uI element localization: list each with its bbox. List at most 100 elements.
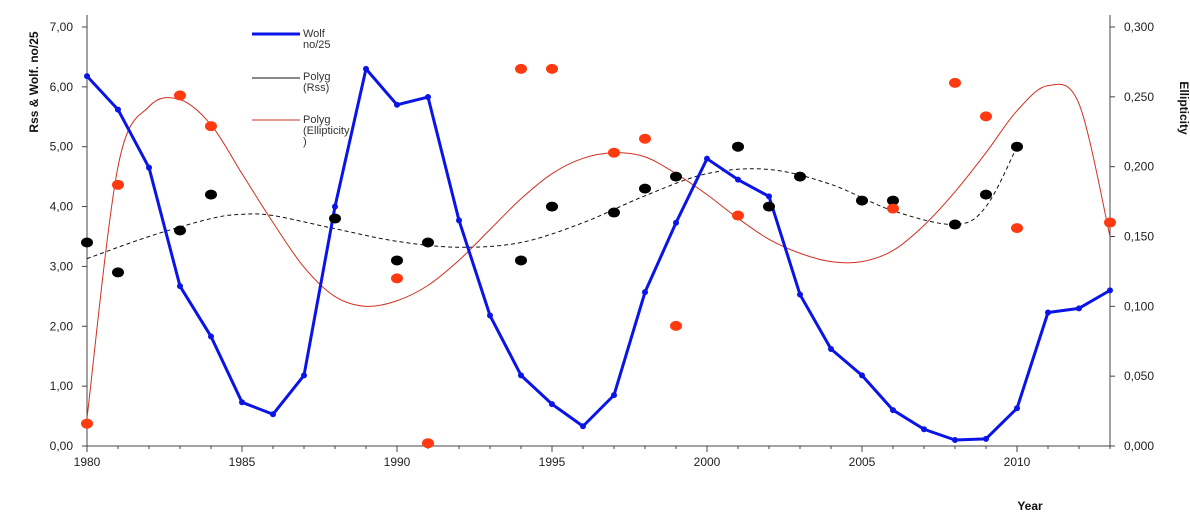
wolf-point — [549, 401, 555, 408]
wolf-point — [208, 333, 214, 340]
wolf-point — [890, 407, 896, 414]
wolf-point — [1107, 287, 1113, 294]
x-tick-label: 1985 — [229, 455, 256, 469]
wolf-point — [332, 203, 338, 210]
ellipticity-point — [608, 147, 620, 158]
wolf-point — [270, 411, 276, 418]
wolf-point — [84, 73, 90, 80]
rss-point — [112, 267, 124, 278]
legend-rss-label-2: (Rss) — [303, 82, 329, 94]
rss-point — [732, 141, 744, 152]
x-tick-label: 1995 — [539, 455, 566, 469]
y-left-tick-label: 4,00 — [50, 200, 74, 214]
wolf-point — [146, 164, 152, 171]
rss-point — [980, 189, 992, 200]
ellipticity-point — [670, 320, 682, 331]
wolf-point — [301, 372, 307, 379]
legend: Wolf no/25 Polyg (Rss) Polyg (Ellipticit… — [252, 28, 350, 148]
wolf-point — [115, 106, 121, 113]
wolf-point — [239, 399, 245, 406]
rss-point — [639, 183, 651, 194]
wolf-point — [363, 65, 369, 72]
y-left-tick-label: 2,00 — [50, 319, 74, 333]
legend-rss-label-1: Polyg — [303, 71, 331, 83]
x-tick-label: 1980 — [74, 455, 101, 469]
rss-point — [205, 189, 217, 200]
y-right-tick-label: 0,100 — [1124, 299, 1154, 313]
wolf-point — [1014, 405, 1020, 412]
rss-point — [391, 255, 403, 266]
x-tick-label: 2000 — [694, 455, 721, 469]
rss-point — [81, 237, 93, 248]
wolf-point — [952, 437, 958, 444]
y-right-axis-title: Ellipticity — [1177, 81, 1190, 135]
wolf-point — [797, 291, 803, 298]
wolf-point — [859, 372, 865, 379]
series-layer — [84, 65, 1113, 444]
rss-point — [608, 207, 620, 218]
legend-wolf-label-1: Wolf — [303, 28, 326, 40]
rss-point — [763, 201, 775, 212]
y-left-tick-label: 3,00 — [50, 259, 74, 273]
rss-point — [949, 219, 961, 230]
ellipticity-point — [81, 418, 93, 429]
y-left-tick-label: 7,00 — [50, 20, 74, 34]
wolf-point — [1076, 305, 1082, 312]
ellipticity-point — [422, 438, 434, 449]
legend-ellipticity-label-2: (Ellipticity — [303, 125, 350, 137]
legend-wolf-label-2: no/25 — [303, 39, 331, 51]
ellipticity-point — [1011, 223, 1023, 234]
y-right-tick-label: 0,150 — [1124, 230, 1154, 244]
rss-point — [1011, 141, 1023, 152]
ellipticity-point — [205, 121, 217, 132]
x-tick-label: 2005 — [849, 455, 876, 469]
rss-point — [887, 195, 899, 206]
rss-point — [546, 201, 558, 212]
ellipticity-point — [515, 63, 527, 74]
ellipticity-point — [391, 273, 403, 284]
points-layer — [81, 63, 1116, 449]
series-wolf-line — [85, 67, 1111, 442]
wolf-point — [177, 283, 183, 290]
wolf-point — [673, 219, 679, 226]
legend-ellipticity-label-3: ) — [303, 136, 307, 148]
ellipticity-point — [949, 77, 961, 88]
ellipticity-point — [887, 203, 899, 214]
wolf-point — [983, 435, 989, 442]
wolf-point — [766, 193, 772, 200]
series-polyg-rss-line — [86, 146, 1018, 260]
y-right-tick-label: 0,250 — [1124, 90, 1154, 104]
wolf-point — [1045, 309, 1051, 316]
y-right-tick-label: 0,000 — [1124, 439, 1154, 453]
ellipticity-point — [112, 179, 124, 190]
rss-point — [174, 225, 186, 236]
y-right-tick-label: 0,300 — [1124, 20, 1154, 34]
wolf-point — [828, 346, 834, 353]
ellipticity-point — [1104, 217, 1116, 228]
y-left-axis-title: Rss & Wolf. no/25 — [27, 31, 41, 132]
ellipticity-point — [174, 90, 186, 101]
wolf-point — [394, 101, 400, 108]
ellipticity-point — [732, 210, 744, 221]
rss-point — [515, 255, 527, 266]
wolf-point — [456, 217, 462, 224]
rss-point — [670, 171, 682, 182]
y-left-tick-label: 1,00 — [50, 379, 74, 393]
wolf-point — [518, 372, 524, 379]
ellipticity-point — [980, 111, 992, 122]
rss-point — [422, 237, 434, 248]
axes-layer: 0,00 1,00 2,00 3,00 4,00 5,00 6,00 7,00 0,000 0,0… — [50, 15, 1154, 469]
series-polyg-ellipticity-line — [86, 83, 1111, 419]
x-axis-title: Year — [1017, 499, 1043, 513]
wolf-point — [642, 289, 648, 296]
ellipticity-point — [546, 63, 558, 74]
wolf-point — [921, 426, 927, 433]
x-tick-label: 2010 — [1004, 455, 1031, 469]
y-right-tick-label: 0,050 — [1124, 369, 1154, 383]
y-left-tick-label: 5,00 — [50, 140, 74, 154]
rss-point — [329, 213, 341, 224]
y-right-tick-label: 0,200 — [1124, 160, 1154, 174]
wolf-point — [735, 176, 741, 183]
